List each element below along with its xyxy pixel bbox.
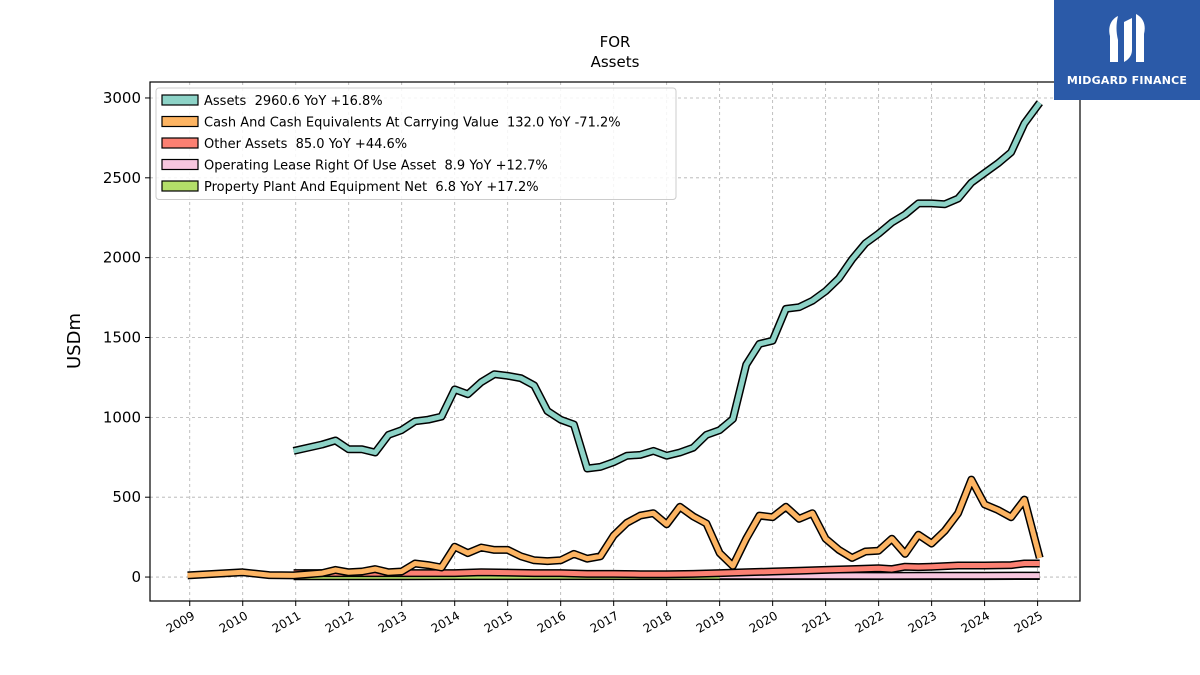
y-tick-label: 1000 <box>103 408 141 426</box>
chart-title: FOR <box>600 33 631 51</box>
legend-swatch <box>161 94 199 106</box>
series-group <box>187 100 1044 581</box>
series-line <box>293 561 1040 577</box>
series-line <box>293 101 1042 471</box>
legend-swatch <box>161 137 199 149</box>
logo-text: MIDGARD FINANCE <box>1066 74 1188 87</box>
y-tick-label: 500 <box>112 488 141 506</box>
x-tick-label: 2018 <box>641 608 674 635</box>
x-tick-label: 2019 <box>694 608 727 635</box>
series-Cash And Cash Equivalents At Carrying Value <box>187 475 1044 580</box>
legend-label: Assets 2960.6 YoY +16.8% <box>204 94 383 109</box>
y-tick-label: 3000 <box>103 89 141 107</box>
x-tick-label: 2023 <box>906 608 939 635</box>
y-tick-label: 1500 <box>103 329 141 347</box>
logo-icon <box>1109 14 1145 62</box>
series-line <box>187 477 1043 578</box>
y-tick-label: 2500 <box>103 169 141 187</box>
legend-box <box>155 87 677 200</box>
chart-subtitle: Assets <box>591 53 640 71</box>
y-tick-label: 2000 <box>103 249 141 267</box>
y-axis: 0 500 1000 1500 2000 2500 3000 <box>103 89 150 586</box>
y-tick-label: 0 <box>131 568 141 586</box>
legend-label: Other Assets 85.0 YoY +44.6% <box>204 137 407 152</box>
y-axis-label: USDm <box>64 313 85 369</box>
legend-swatch <box>161 158 199 171</box>
x-tick-label: 2009 <box>164 608 197 635</box>
x-tick-label: 2011 <box>270 608 303 635</box>
x-tick-label: 2013 <box>376 608 409 635</box>
legend-label: Cash And Cash Equivalents At Carrying Va… <box>204 116 621 131</box>
x-tick-label: 2017 <box>588 608 621 635</box>
x-tick-label: 2024 <box>959 608 992 635</box>
series-Assets <box>292 100 1043 473</box>
x-tick-label: 2020 <box>747 608 780 635</box>
series-Other Assets <box>293 559 1040 579</box>
x-axis: 2009 2010 2011 2012 2013 2014 2015 2016 2017 2018… <box>164 601 1045 636</box>
x-tick-label: 2016 <box>535 608 568 635</box>
x-tick-label: 2025 <box>1012 608 1045 635</box>
legend-label: Operating Lease Right Of Use Asset 8.9 Y… <box>204 159 548 174</box>
x-tick-label: 2010 <box>217 608 250 635</box>
plot-frame <box>149 81 1081 602</box>
x-tick-label: 2014 <box>429 608 462 635</box>
brand-logo: MIDGARD FINANCE <box>1054 0 1200 100</box>
legend-label: Property Plant And Equipment Net 6.8 YoY… <box>204 180 539 195</box>
x-tick-label: 2012 <box>323 608 356 635</box>
legend: Assets 2960.6 YoY +16.8% Cash And Cash Eq… <box>155 87 677 200</box>
legend-swatch <box>161 180 199 192</box>
x-tick-label: 2021 <box>800 608 833 635</box>
x-tick-label: 2015 <box>482 608 515 635</box>
x-tick-label: 2022 <box>853 608 886 635</box>
legend-swatch <box>161 115 199 128</box>
